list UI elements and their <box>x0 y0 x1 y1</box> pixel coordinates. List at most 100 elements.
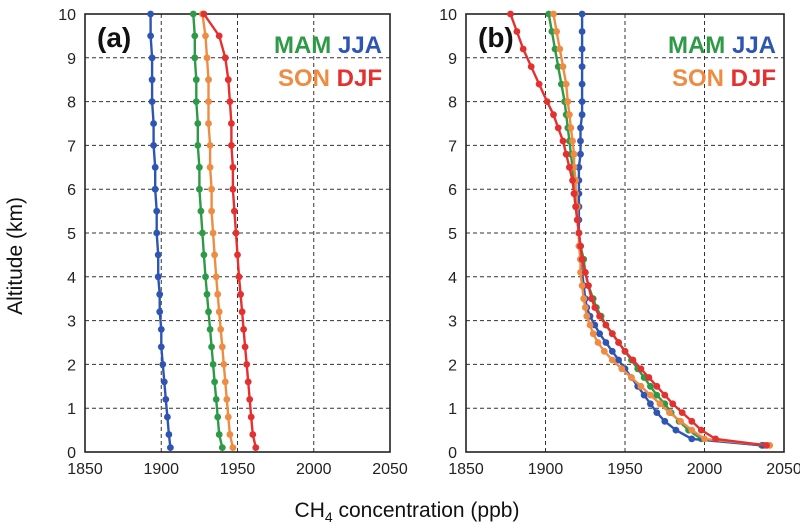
y-tick-label: 7 <box>67 138 76 155</box>
x-tick-label: 2050 <box>766 461 800 478</box>
data-point-djf <box>237 290 245 298</box>
x-tick-label: 1950 <box>607 461 643 478</box>
data-point-son <box>224 413 232 421</box>
data-point-mam <box>653 391 661 399</box>
data-point-mam <box>215 431 223 438</box>
data-point-son <box>562 80 570 88</box>
data-point-mam <box>192 98 200 105</box>
data-point-mam <box>214 413 222 421</box>
data-point-djf <box>688 417 696 425</box>
data-point-jja <box>154 273 162 281</box>
data-point-djf <box>215 32 223 40</box>
y-tick-label: 1 <box>67 401 76 418</box>
data-point-jja <box>647 400 654 408</box>
data-point-jja <box>578 111 586 119</box>
data-point-jja <box>578 45 586 53</box>
data-point-son <box>211 251 219 259</box>
data-point-son <box>564 98 572 105</box>
data-point-djf <box>252 444 260 451</box>
data-point-mam <box>199 229 206 237</box>
data-point-jja <box>160 378 168 386</box>
data-point-djf <box>629 356 637 364</box>
y-tick-label: 6 <box>448 182 457 199</box>
data-point-djf <box>669 400 677 408</box>
series-mam <box>189 10 226 451</box>
data-point-son <box>608 356 616 364</box>
data-point-son <box>556 45 564 53</box>
panel-a: 1850 1900 1950 2000 2050 0 1 2 3 4 5 6 7 8 9 10 (a) MAM J… <box>58 7 408 478</box>
data-point-jja <box>615 356 622 364</box>
data-point-djf <box>572 203 580 211</box>
data-point-djf <box>697 426 705 434</box>
data-point-djf <box>645 374 653 381</box>
data-point-jja <box>577 137 584 145</box>
data-point-djf <box>566 163 573 171</box>
data-point-jja <box>596 330 603 338</box>
data-point-son <box>209 229 217 237</box>
data-point-son <box>578 282 586 289</box>
data-point-son <box>583 312 591 320</box>
x-tick-label: 1950 <box>220 461 256 478</box>
data-point-jja <box>151 163 159 171</box>
data-point-djf <box>562 150 570 158</box>
data-point-jja <box>148 54 156 62</box>
x-axis-title: CH4 concentration (ppb) <box>295 499 520 525</box>
x-tick-label: 2050 <box>372 461 408 478</box>
data-point-djf <box>228 120 235 127</box>
data-point-djf <box>653 382 661 390</box>
data-point-son <box>208 185 216 193</box>
data-point-djf <box>588 295 595 303</box>
data-point-djf <box>550 111 557 119</box>
data-point-son <box>580 295 588 303</box>
data-point-jja <box>578 10 586 18</box>
data-point-djf <box>241 343 249 351</box>
data-point-djf <box>573 216 581 224</box>
data-point-jja <box>577 150 584 158</box>
data-point-son <box>206 163 214 171</box>
data-point-djf <box>243 361 251 368</box>
data-point-jja <box>162 396 170 403</box>
data-point-djf <box>596 312 603 320</box>
x-tick-label: 1850 <box>67 461 103 478</box>
data-point-mam <box>194 142 202 149</box>
data-point-djf <box>229 163 237 171</box>
data-point-mam <box>212 396 220 403</box>
data-point-jja <box>661 417 669 425</box>
data-point-djf <box>575 229 583 237</box>
data-point-jja <box>165 431 173 438</box>
data-point-mam <box>211 378 219 386</box>
legend-entry-jja: JJA <box>725 32 776 59</box>
series-djf <box>200 10 260 451</box>
data-point-son <box>600 347 608 355</box>
data-point-mam <box>192 76 200 84</box>
legend-row: MAM JJA <box>274 32 382 59</box>
data-point-mam <box>194 120 202 127</box>
data-point-son <box>220 361 228 368</box>
data-point-son <box>215 308 223 316</box>
data-point-jja <box>147 10 155 18</box>
data-point-jja <box>164 413 171 421</box>
data-point-jja <box>602 339 610 346</box>
y-tick-label: 9 <box>448 51 457 68</box>
data-point-jja <box>151 185 159 193</box>
data-point-son <box>594 339 602 346</box>
data-point-djf <box>615 339 622 346</box>
legend-entry-djf: DJF <box>724 65 776 92</box>
data-point-son <box>647 391 654 399</box>
x-axis-title-subscript: 4 <box>325 509 333 525</box>
data-point-son <box>208 207 216 215</box>
data-point-djf <box>228 142 235 149</box>
data-point-mam <box>551 45 559 53</box>
data-point-son <box>570 150 578 158</box>
y-tick-label: 9 <box>67 51 76 68</box>
y-tick-label: 0 <box>448 445 457 462</box>
data-point-jja <box>575 163 583 171</box>
data-point-mam <box>196 185 203 193</box>
plot-frame-a <box>84 13 391 453</box>
data-point-djf <box>621 347 629 355</box>
data-point-jja <box>156 308 164 316</box>
data-point-son <box>229 444 237 451</box>
data-point-jja <box>672 426 680 434</box>
data-point-djf <box>712 435 719 443</box>
